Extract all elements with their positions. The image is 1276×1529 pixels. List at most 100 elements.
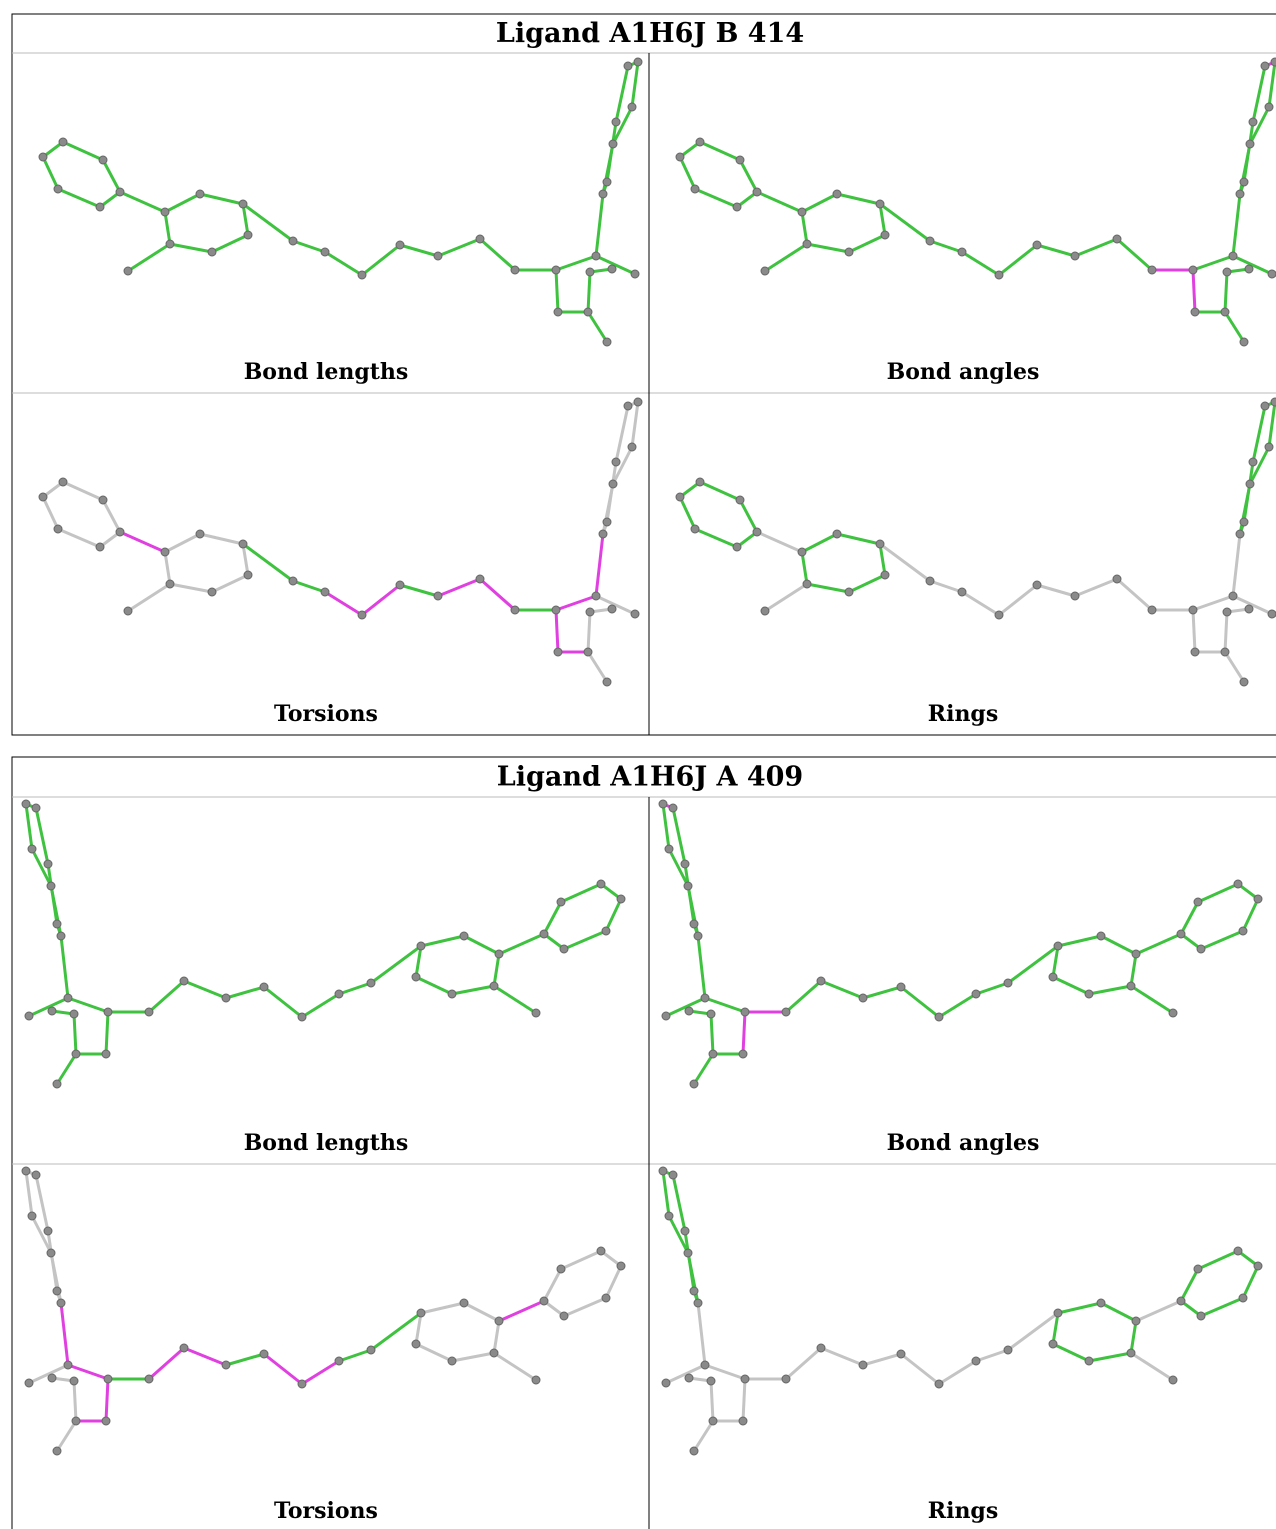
- atom: [165, 579, 175, 589]
- bond: [1007, 944, 1059, 985]
- bond: [692, 1420, 715, 1452]
- atom: [752, 187, 762, 197]
- bond: [41, 156, 60, 190]
- bond: [975, 981, 1009, 996]
- atom: [658, 799, 668, 809]
- atom: [689, 1286, 699, 1296]
- bond: [605, 461, 618, 523]
- atom: [1220, 647, 1230, 657]
- bond: [1242, 121, 1255, 183]
- atom: [925, 236, 935, 246]
- bond: [55, 1053, 78, 1085]
- molecule: [658, 1166, 1263, 1456]
- bond: [820, 1346, 864, 1367]
- atom: [43, 859, 53, 869]
- bond: [338, 1348, 372, 1363]
- panel-caption: Bond lengths: [244, 359, 409, 385]
- bond: [361, 583, 401, 617]
- atom: [1260, 61, 1270, 71]
- atom: [58, 477, 68, 487]
- bond: [692, 1053, 715, 1085]
- atom: [447, 1356, 457, 1366]
- bond: [554, 269, 560, 313]
- atom: [844, 587, 854, 597]
- atom: [416, 941, 426, 951]
- bond: [630, 401, 640, 448]
- atom: [627, 102, 637, 112]
- bond: [437, 237, 481, 258]
- bond: [879, 542, 931, 583]
- atom: [633, 397, 643, 407]
- bond: [493, 984, 537, 1015]
- bond: [263, 985, 303, 1019]
- atom: [38, 492, 48, 502]
- atom: [602, 177, 612, 187]
- bond: [709, 1380, 715, 1422]
- bond: [324, 590, 363, 617]
- atom: [531, 1375, 541, 1385]
- bond: [242, 542, 294, 583]
- bond: [806, 582, 850, 594]
- atom: [63, 1360, 73, 1370]
- atom: [680, 1226, 690, 1236]
- bond: [836, 192, 881, 206]
- atom: [52, 1286, 62, 1296]
- atom: [123, 266, 133, 276]
- atom: [832, 529, 842, 539]
- atom: [46, 1248, 56, 1258]
- bond: [938, 992, 977, 1019]
- atom: [732, 202, 742, 212]
- bond: [1129, 953, 1138, 987]
- atom: [27, 1211, 37, 1221]
- atom: [664, 1211, 674, 1221]
- atom: [658, 1166, 668, 1176]
- atom: [706, 1009, 716, 1019]
- atom: [1253, 894, 1263, 904]
- bond: [498, 932, 545, 956]
- bond: [1191, 609, 1197, 653]
- table-border: [11, 13, 1276, 736]
- atom: [957, 587, 967, 597]
- atom: [611, 117, 621, 127]
- bond: [1116, 577, 1153, 612]
- bond: [57, 187, 101, 209]
- atom: [53, 184, 63, 194]
- bond: [756, 530, 803, 554]
- atom: [63, 993, 73, 1003]
- atom: [58, 137, 68, 147]
- atom: [1126, 1348, 1136, 1358]
- bond: [24, 1170, 34, 1217]
- atom: [971, 989, 981, 999]
- atom: [601, 1293, 611, 1303]
- atom: [1228, 591, 1238, 601]
- atom: [708, 1049, 718, 1059]
- atom: [689, 1446, 699, 1456]
- atom: [259, 1349, 269, 1359]
- bond: [338, 981, 372, 996]
- atom: [630, 269, 640, 279]
- bond: [862, 1352, 902, 1367]
- atom: [934, 1379, 944, 1389]
- bond: [164, 532, 201, 554]
- atom: [334, 1356, 344, 1366]
- atom: [1084, 989, 1094, 999]
- atom: [21, 799, 31, 809]
- atom: [797, 207, 807, 217]
- bond: [1251, 405, 1267, 463]
- atom: [611, 457, 621, 467]
- bond: [1051, 1312, 1060, 1345]
- atom: [1003, 1345, 1013, 1355]
- bond: [1135, 932, 1182, 956]
- atom: [630, 609, 640, 619]
- atom: [623, 401, 633, 411]
- atom: [489, 981, 499, 991]
- bond: [1191, 269, 1197, 313]
- bond: [199, 192, 244, 206]
- bond: [694, 187, 738, 209]
- bond: [241, 203, 250, 236]
- atom: [1131, 949, 1141, 959]
- atom: [689, 1079, 699, 1089]
- bond: [741, 1378, 747, 1422]
- atom: [690, 184, 700, 194]
- bond: [975, 1348, 1009, 1363]
